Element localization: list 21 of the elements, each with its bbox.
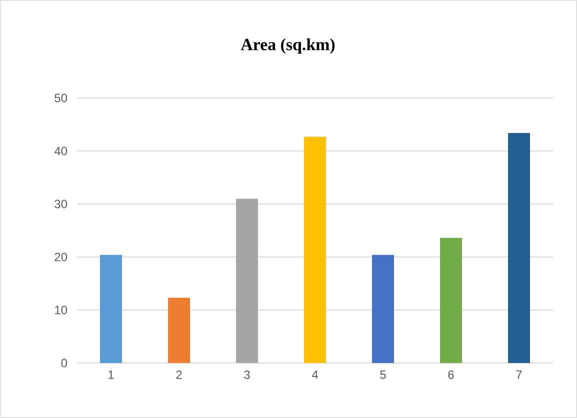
x-tick-label: 2 [176, 370, 182, 379]
y-tick-label: 0 [61, 358, 68, 368]
x-tick-label: 5 [380, 370, 386, 379]
x-tick-label: 6 [448, 370, 454, 379]
bar [440, 238, 462, 363]
bar [236, 198, 258, 363]
bar [508, 132, 530, 363]
x-tick-label: 1 [108, 370, 114, 379]
y-tick-label: 20 [54, 252, 68, 262]
y-tick-label: 30 [54, 200, 68, 208]
y-tick-label: 10 [55, 306, 68, 314]
y-tick-label: 50 [54, 94, 68, 102]
x-tick-label: 4 [312, 370, 318, 379]
bar [168, 298, 190, 363]
bar [304, 136, 326, 363]
bar [100, 254, 122, 363]
y-tick-label: 40 [54, 146, 68, 156]
bar [372, 254, 394, 363]
x-tick-label: 3 [244, 370, 250, 379]
x-tick-label: 7 [516, 370, 522, 379]
chart-title: Area (sq.km) [240, 38, 335, 54]
